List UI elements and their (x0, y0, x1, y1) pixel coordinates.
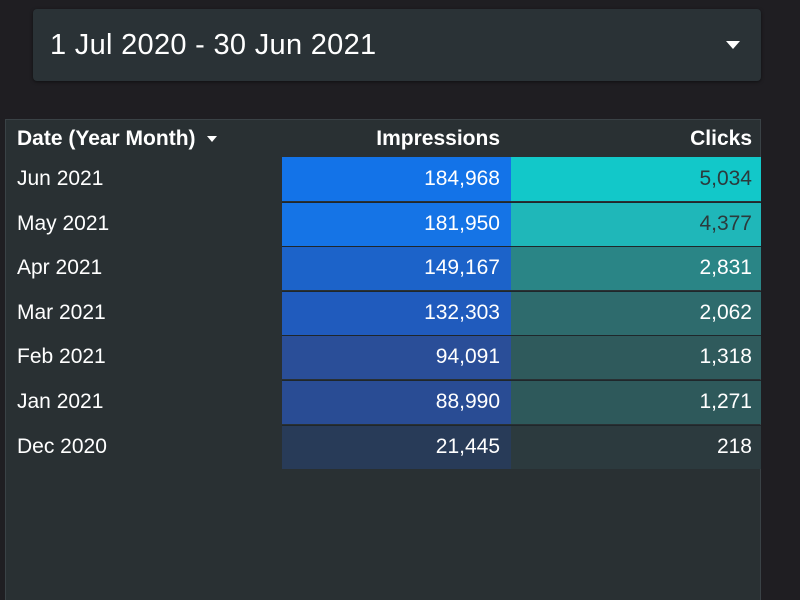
cell-clicks: 2,062 (511, 291, 761, 335)
cell-clicks: 218 (511, 425, 761, 469)
date-range-picker[interactable]: 1 Jul 2020 - 30 Jun 2021 (33, 9, 761, 81)
chevron-down-icon[interactable] (726, 41, 740, 49)
date-range-label: 1 Jul 2020 - 30 Jun 2021 (50, 28, 377, 61)
row-divider (282, 380, 761, 381)
cell-date: Mar 2021 (17, 301, 106, 324)
row-divider (282, 202, 761, 203)
table-row[interactable]: Jan 2021 88,990 1,271 (6, 380, 761, 424)
cell-date: Jan 2021 (17, 390, 104, 413)
cell-impressions: 181,950 (282, 202, 511, 246)
cell-impressions: 94,091 (282, 335, 511, 379)
column-header-impressions[interactable]: Impressions (282, 120, 511, 157)
row-divider (282, 291, 761, 292)
cell-impressions: 132,303 (282, 291, 511, 335)
cell-clicks: 4,377 (511, 202, 761, 246)
cell-clicks: 5,034 (511, 157, 761, 201)
table-row[interactable]: Dec 2020 21,445 218 (6, 425, 761, 469)
table-row[interactable]: Mar 2021 132,303 2,062 (6, 291, 761, 335)
sort-descending-icon[interactable] (206, 135, 217, 142)
column-header-date[interactable]: Date (Year Month) (17, 120, 283, 157)
row-divider (282, 246, 761, 247)
cell-clicks: 2,831 (511, 246, 761, 290)
row-divider (282, 335, 761, 336)
table-row[interactable]: Apr 2021 149,167 2,831 (6, 246, 761, 290)
cell-date: May 2021 (17, 212, 110, 235)
column-header-clicks-label: Clicks (690, 126, 752, 150)
column-header-impressions-label: Impressions (376, 126, 500, 150)
cell-date: Apr 2021 (17, 256, 103, 279)
cell-impressions: 88,990 (282, 380, 511, 424)
cell-clicks: 1,318 (511, 335, 761, 379)
row-divider (282, 425, 761, 426)
data-table: Date (Year Month) Impressions Clicks Jun… (5, 119, 761, 600)
cell-date: Dec 2020 (17, 435, 107, 458)
table-row[interactable]: Jun 2021 184,968 5,034 (6, 157, 761, 201)
table-row[interactable]: May 2021 181,950 4,377 (6, 202, 761, 246)
table-row[interactable]: Feb 2021 94,091 1,318 (6, 335, 761, 379)
cell-impressions: 184,968 (282, 157, 511, 201)
cell-clicks: 1,271 (511, 380, 761, 424)
cell-impressions: 21,445 (282, 425, 511, 469)
column-header-clicks[interactable]: Clicks (511, 120, 761, 157)
cell-impressions: 149,167 (282, 246, 511, 290)
column-header-date-label: Date (Year Month) (17, 126, 196, 150)
cell-date: Jun 2021 (17, 167, 104, 190)
cell-date: Feb 2021 (17, 345, 106, 368)
